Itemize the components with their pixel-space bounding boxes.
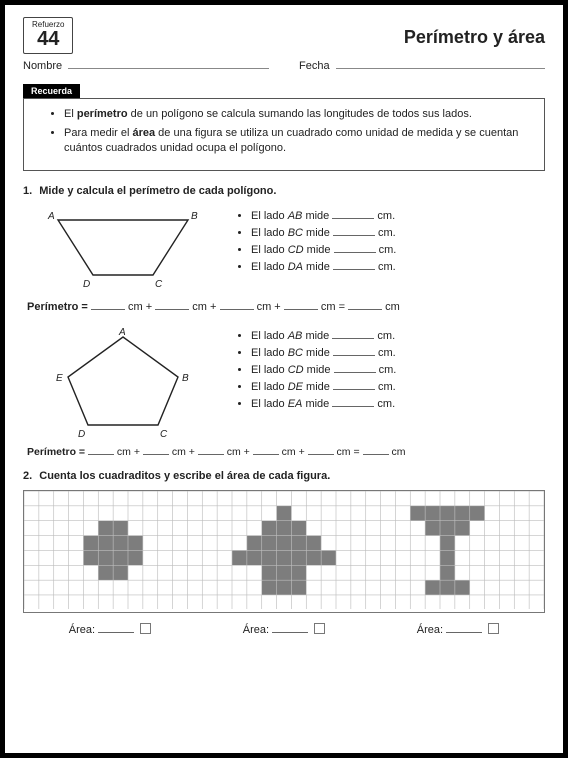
svg-text:C: C bbox=[155, 279, 163, 290]
svg-text:A: A bbox=[47, 211, 55, 222]
q1-text: Mide y calcula el perímetro de cada polí… bbox=[39, 185, 276, 197]
area-1[interactable]: Área: bbox=[69, 623, 151, 636]
pentagon-sides: El lado AB mide cm. El lado BC mide cm. El… bbox=[233, 325, 545, 440]
pentagon-figure: A B C D E bbox=[23, 325, 223, 440]
side-item[interactable]: El lado BC mide cm. bbox=[251, 227, 545, 239]
trapezoid-perimeter[interactable]: Perímetro = cm + cm + cm + cm = cm bbox=[27, 301, 545, 313]
area-answers: Área: Área: Área: bbox=[23, 623, 545, 636]
svg-text:D: D bbox=[78, 429, 85, 440]
side-item[interactable]: El lado DA mide cm. bbox=[251, 261, 545, 273]
date-field[interactable]: Fecha bbox=[299, 60, 545, 72]
side-item[interactable]: El lado CD mide cm. bbox=[251, 244, 545, 256]
header: Refuerzo 44 Perímetro y área bbox=[23, 17, 545, 54]
name-field[interactable]: Nombre bbox=[23, 60, 269, 72]
area-2[interactable]: Área: bbox=[243, 623, 325, 636]
name-label: Nombre bbox=[23, 60, 62, 72]
side-item[interactable]: El lado DE mide cm. bbox=[251, 381, 545, 393]
question-1: 1. Mide y calcula el perímetro de cada p… bbox=[23, 185, 545, 197]
recuerda-box: Recuerda El perímetro de un polígono se … bbox=[23, 84, 545, 171]
svg-text:B: B bbox=[191, 211, 198, 222]
svg-text:B: B bbox=[182, 373, 189, 384]
badge-num: 44 bbox=[32, 29, 64, 49]
grid-figure bbox=[23, 490, 545, 614]
q1-num: 1. bbox=[23, 185, 32, 197]
recuerda-item-2: Para medir el área de una figura se util… bbox=[64, 126, 530, 156]
side-item[interactable]: El lado CD mide cm. bbox=[251, 364, 545, 376]
q2-text: Cuenta los cuadraditos y escribe el área… bbox=[39, 470, 330, 482]
svg-text:C: C bbox=[160, 429, 168, 440]
lesson-badge: Refuerzo 44 bbox=[23, 17, 73, 54]
q2-num: 2. bbox=[23, 470, 32, 482]
date-label: Fecha bbox=[299, 60, 330, 72]
pentagon-perimeter[interactable]: Perímetro = cm + cm + cm + cm + cm = cm bbox=[27, 446, 545, 458]
svg-text:D: D bbox=[83, 279, 90, 290]
trapezoid-row: A B C D El lado AB mide cm. El lado BC mi… bbox=[23, 205, 545, 295]
recuerda-item-1: El perímetro de un polígono se calcula s… bbox=[64, 107, 530, 122]
page-title: Perímetro y área bbox=[87, 17, 545, 48]
area-3[interactable]: Área: bbox=[417, 623, 499, 636]
recuerda-tab: Recuerda bbox=[23, 84, 80, 98]
question-2: 2. Cuenta los cuadraditos y escribe el á… bbox=[23, 470, 545, 482]
side-item[interactable]: El lado EA mide cm. bbox=[251, 398, 545, 410]
side-item[interactable]: El lado BC mide cm. bbox=[251, 347, 545, 359]
name-date-row: Nombre Fecha bbox=[23, 60, 545, 72]
svg-text:A: A bbox=[118, 327, 126, 338]
svg-text:E: E bbox=[56, 373, 63, 384]
trapezoid-figure: A B C D bbox=[23, 205, 223, 295]
trapezoid-sides: El lado AB mide cm. El lado BC mide cm. El… bbox=[233, 205, 545, 295]
side-item[interactable]: El lado AB mide cm. bbox=[251, 210, 545, 222]
worksheet-page: Refuerzo 44 Perímetro y área Nombre Fech… bbox=[0, 0, 568, 758]
side-item[interactable]: El lado AB mide cm. bbox=[251, 330, 545, 342]
pentagon-row: A B C D E El lado AB mide cm. El lado BC … bbox=[23, 325, 545, 440]
